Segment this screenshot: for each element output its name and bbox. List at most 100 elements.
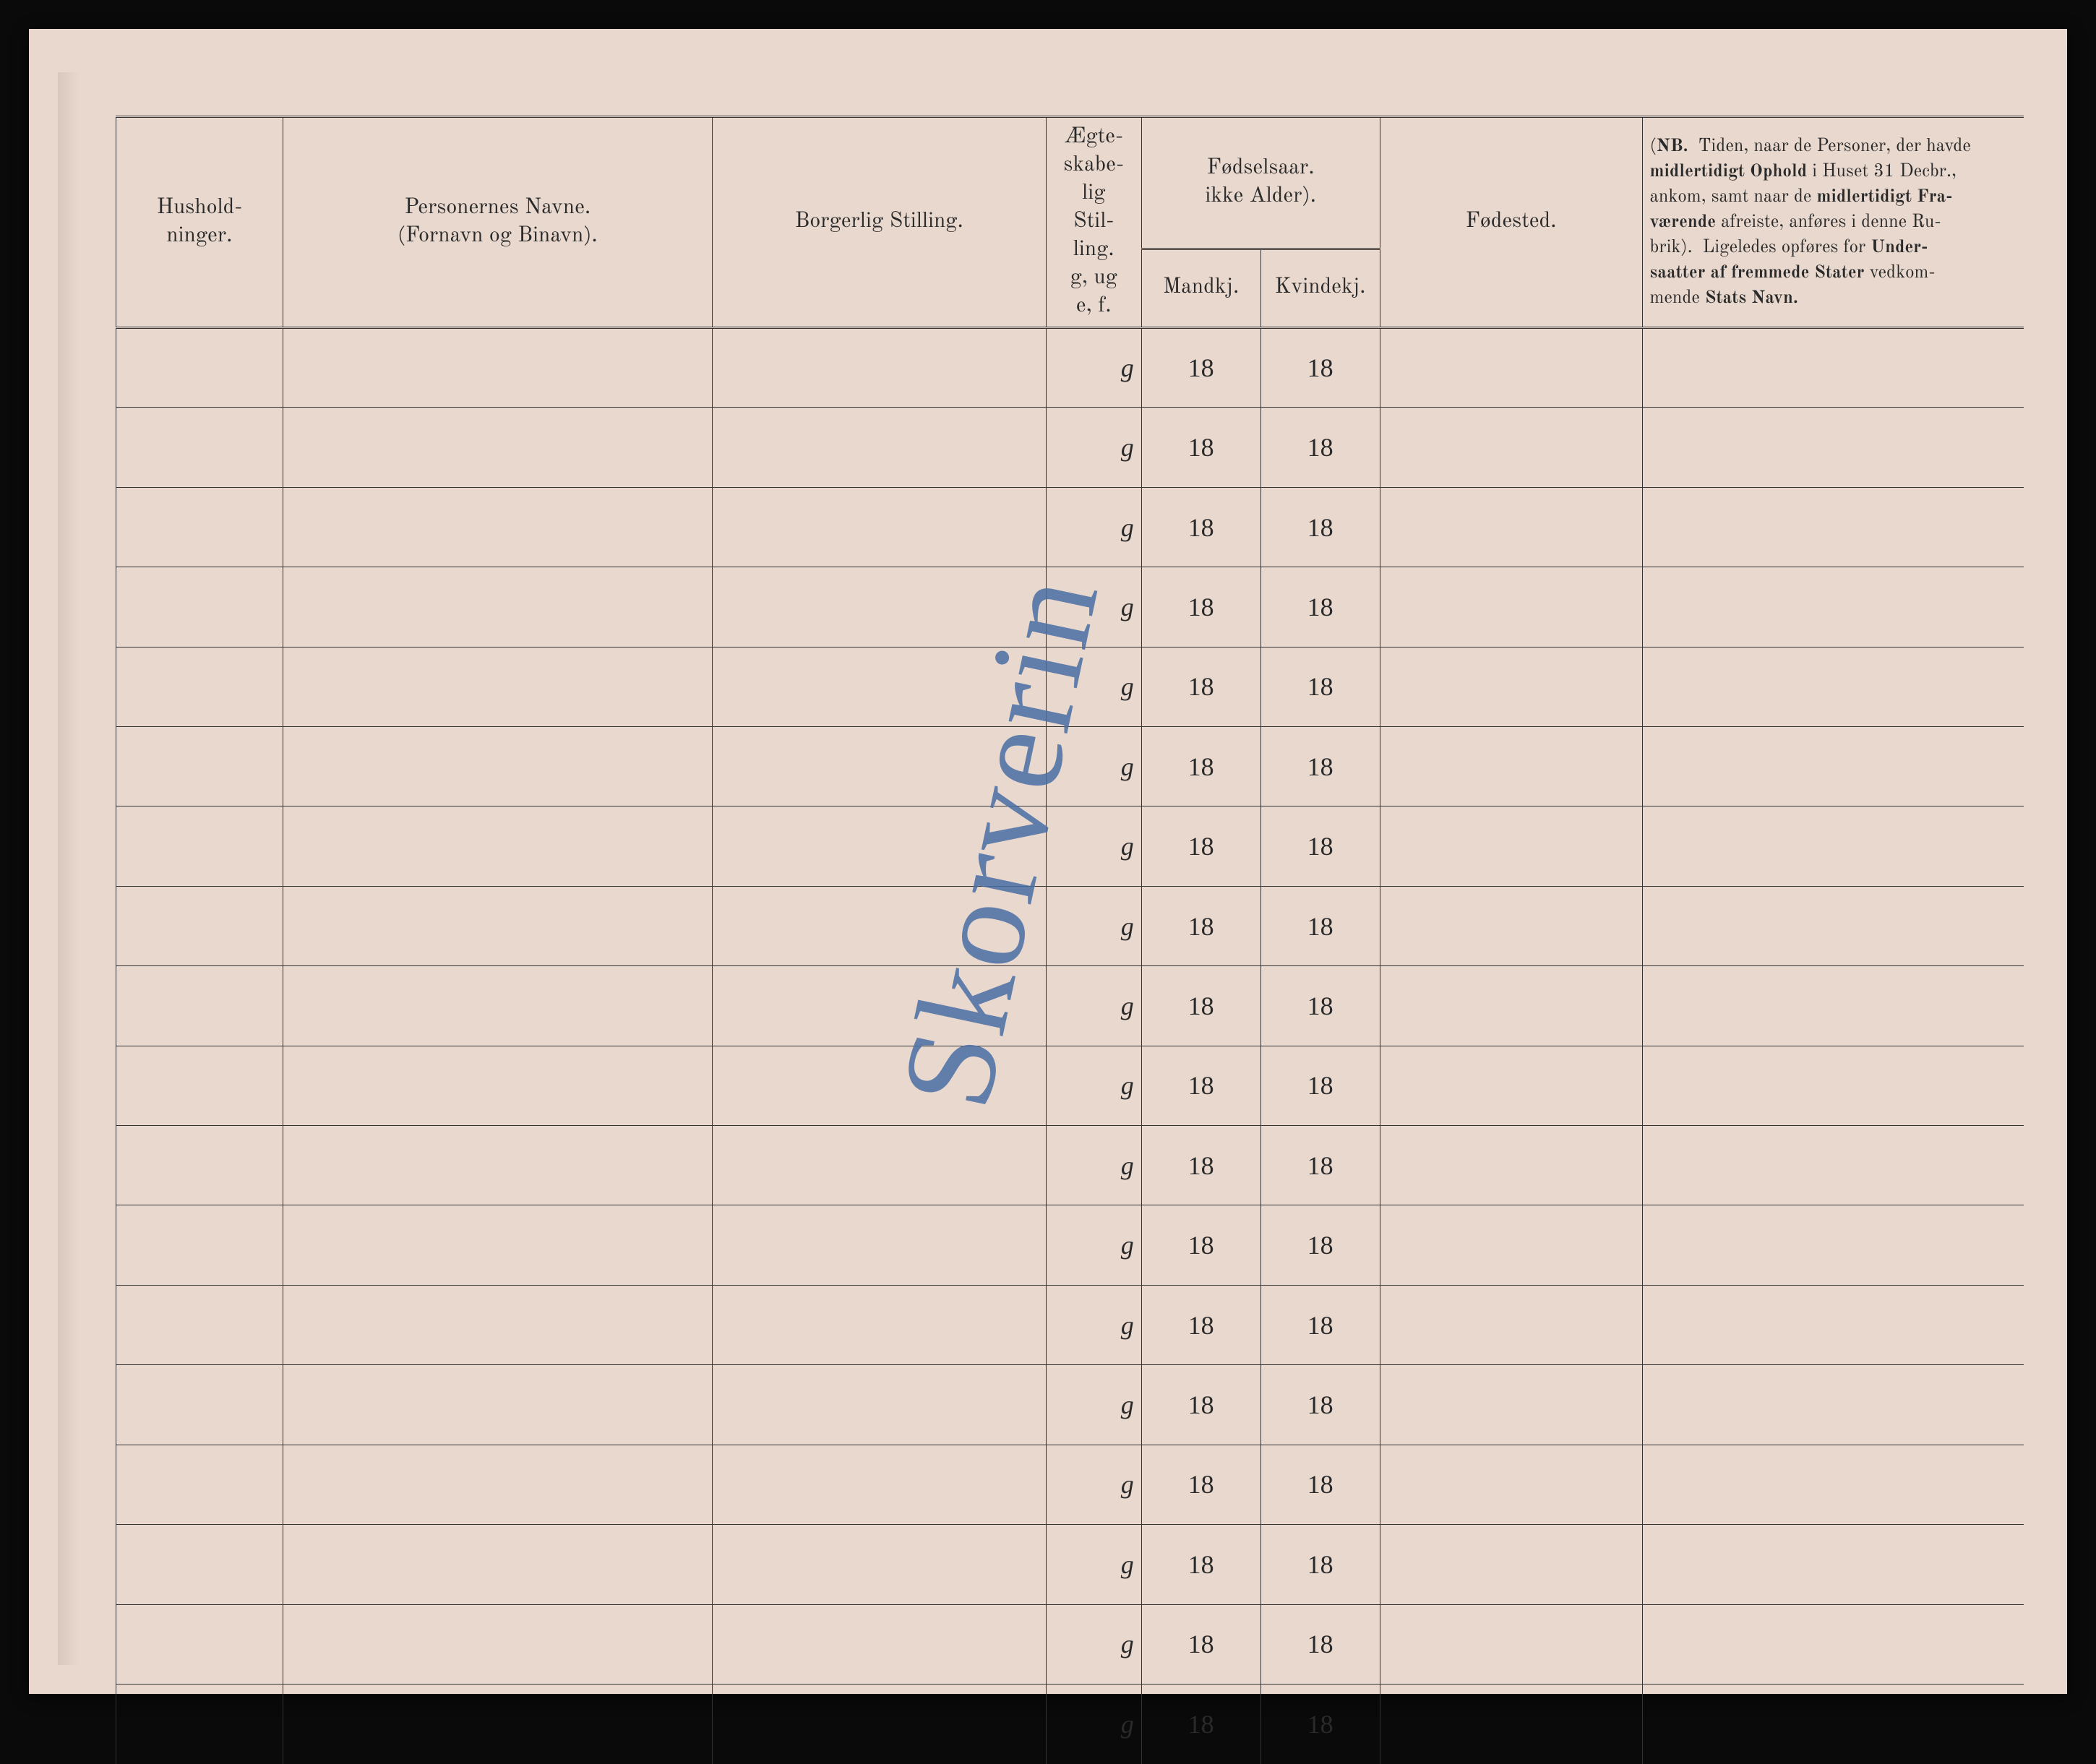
table-row: g1818 xyxy=(116,1205,2024,1285)
cell-mandkj: 18 xyxy=(1141,1445,1260,1524)
cell-mandkj: 18 xyxy=(1141,328,1260,408)
cell-navn xyxy=(283,886,712,965)
cell-egte: g xyxy=(1046,1365,1141,1445)
cell-kvindekj: 18 xyxy=(1260,1684,1380,1764)
cell-mandkj: 18 xyxy=(1141,1684,1260,1764)
cell-egte: g xyxy=(1046,966,1141,1046)
cell-mandkj: 18 xyxy=(1141,1525,1260,1604)
cell-stilling xyxy=(712,408,1046,487)
cell-kvindekj: 18 xyxy=(1260,1205,1380,1285)
cell-hushold xyxy=(116,1046,283,1125)
cell-navn xyxy=(283,567,712,647)
header-mandkj: Mandkj. xyxy=(1141,249,1260,327)
cell-kvindekj: 18 xyxy=(1260,647,1380,726)
cell-kvindekj: 18 xyxy=(1260,567,1380,647)
table-row: g1818 xyxy=(116,1525,2024,1604)
cell-note xyxy=(1642,1525,2024,1604)
cell-note xyxy=(1642,1684,2024,1764)
cell-mandkj: 18 xyxy=(1141,966,1260,1046)
cell-egte: g xyxy=(1046,1285,1141,1364)
cell-mandkj: 18 xyxy=(1141,647,1260,726)
cell-hushold xyxy=(116,328,283,408)
cell-mandkj: 18 xyxy=(1141,567,1260,647)
table-row: g1818 xyxy=(116,806,2024,886)
cell-note xyxy=(1642,1445,2024,1524)
table-row: g1818 xyxy=(116,886,2024,965)
header-navn: Personernes Navne. (Fornavn og Binavn). xyxy=(283,117,712,328)
cell-note xyxy=(1642,328,2024,408)
cell-mandkj: 18 xyxy=(1141,408,1260,487)
cell-mandkj: 18 xyxy=(1141,1365,1260,1445)
cell-kvindekj: 18 xyxy=(1260,727,1380,806)
cell-fodested xyxy=(1380,1684,1642,1764)
cell-stilling xyxy=(712,1684,1046,1764)
cell-navn xyxy=(283,487,712,567)
cell-hushold xyxy=(116,408,283,487)
cell-kvindekj: 18 xyxy=(1260,487,1380,567)
table-row: g1818 xyxy=(116,1684,2024,1764)
cell-fodested xyxy=(1380,1046,1642,1125)
cell-navn xyxy=(283,1285,712,1364)
cell-note xyxy=(1642,1604,2024,1684)
cell-hushold xyxy=(116,1126,283,1205)
cell-hushold xyxy=(116,647,283,726)
table-row: g1818 xyxy=(116,408,2024,487)
cell-egte: g xyxy=(1046,408,1141,487)
cell-fodested xyxy=(1380,727,1642,806)
cell-navn xyxy=(283,1205,712,1285)
cell-stilling xyxy=(712,1285,1046,1364)
table-row: g1818 xyxy=(116,1604,2024,1684)
cell-egte: g xyxy=(1046,727,1141,806)
cell-kvindekj: 18 xyxy=(1260,1525,1380,1604)
cell-kvindekj: 18 xyxy=(1260,1604,1380,1684)
cell-fodested xyxy=(1380,487,1642,567)
cell-stilling xyxy=(712,1365,1046,1445)
cell-kvindekj: 18 xyxy=(1260,408,1380,487)
header-kvindekj: Kvindekj. xyxy=(1260,249,1380,327)
cell-navn xyxy=(283,1525,712,1604)
cell-navn xyxy=(283,966,712,1046)
cell-stilling xyxy=(712,567,1046,647)
cell-navn xyxy=(283,1684,712,1764)
cell-stilling xyxy=(712,328,1046,408)
cell-note xyxy=(1642,1126,2024,1205)
cell-stilling xyxy=(712,1126,1046,1205)
cell-mandkj: 18 xyxy=(1141,1604,1260,1684)
cell-egte: g xyxy=(1046,328,1141,408)
census-table: Hushold- ninger. Personernes Navne. (For… xyxy=(116,116,2024,1764)
cell-fodested xyxy=(1380,966,1642,1046)
cell-hushold xyxy=(116,1604,283,1684)
cell-hushold xyxy=(116,1365,283,1445)
cell-mandkj: 18 xyxy=(1141,727,1260,806)
table-row: g1818 xyxy=(116,487,2024,567)
table-row: g1818 xyxy=(116,1046,2024,1125)
table-row: g1818 xyxy=(116,1365,2024,1445)
cell-egte: g xyxy=(1046,1205,1141,1285)
cell-egte: g xyxy=(1046,1684,1141,1764)
cell-navn xyxy=(283,806,712,886)
cell-stilling xyxy=(712,966,1046,1046)
cell-stilling xyxy=(712,1525,1046,1604)
cell-note xyxy=(1642,408,2024,487)
table-container: Hushold- ninger. Personernes Navne. (For… xyxy=(116,116,2024,1665)
cell-note xyxy=(1642,647,2024,726)
header-fodested: Fødested. xyxy=(1380,117,1642,328)
cell-navn xyxy=(283,1445,712,1524)
cell-stilling xyxy=(712,727,1046,806)
table-row: g1818 xyxy=(116,727,2024,806)
cell-egte: g xyxy=(1046,1126,1141,1205)
table-row: g1818 xyxy=(116,1285,2024,1364)
table-row: g1818 xyxy=(116,1126,2024,1205)
cell-note xyxy=(1642,727,2024,806)
header-hushold: Hushold- ninger. xyxy=(116,117,283,328)
cell-fodested xyxy=(1380,1285,1642,1364)
cell-kvindekj: 18 xyxy=(1260,1126,1380,1205)
cell-fodested xyxy=(1380,1604,1642,1684)
header-fodsel: Fødselsaar. ikke Alder). xyxy=(1141,117,1380,249)
cell-mandkj: 18 xyxy=(1141,886,1260,965)
cell-stilling xyxy=(712,647,1046,726)
cell-egte: g xyxy=(1046,1445,1141,1524)
cell-stilling xyxy=(712,487,1046,567)
table-row: g1818 xyxy=(116,966,2024,1046)
cell-fodested xyxy=(1380,1126,1642,1205)
